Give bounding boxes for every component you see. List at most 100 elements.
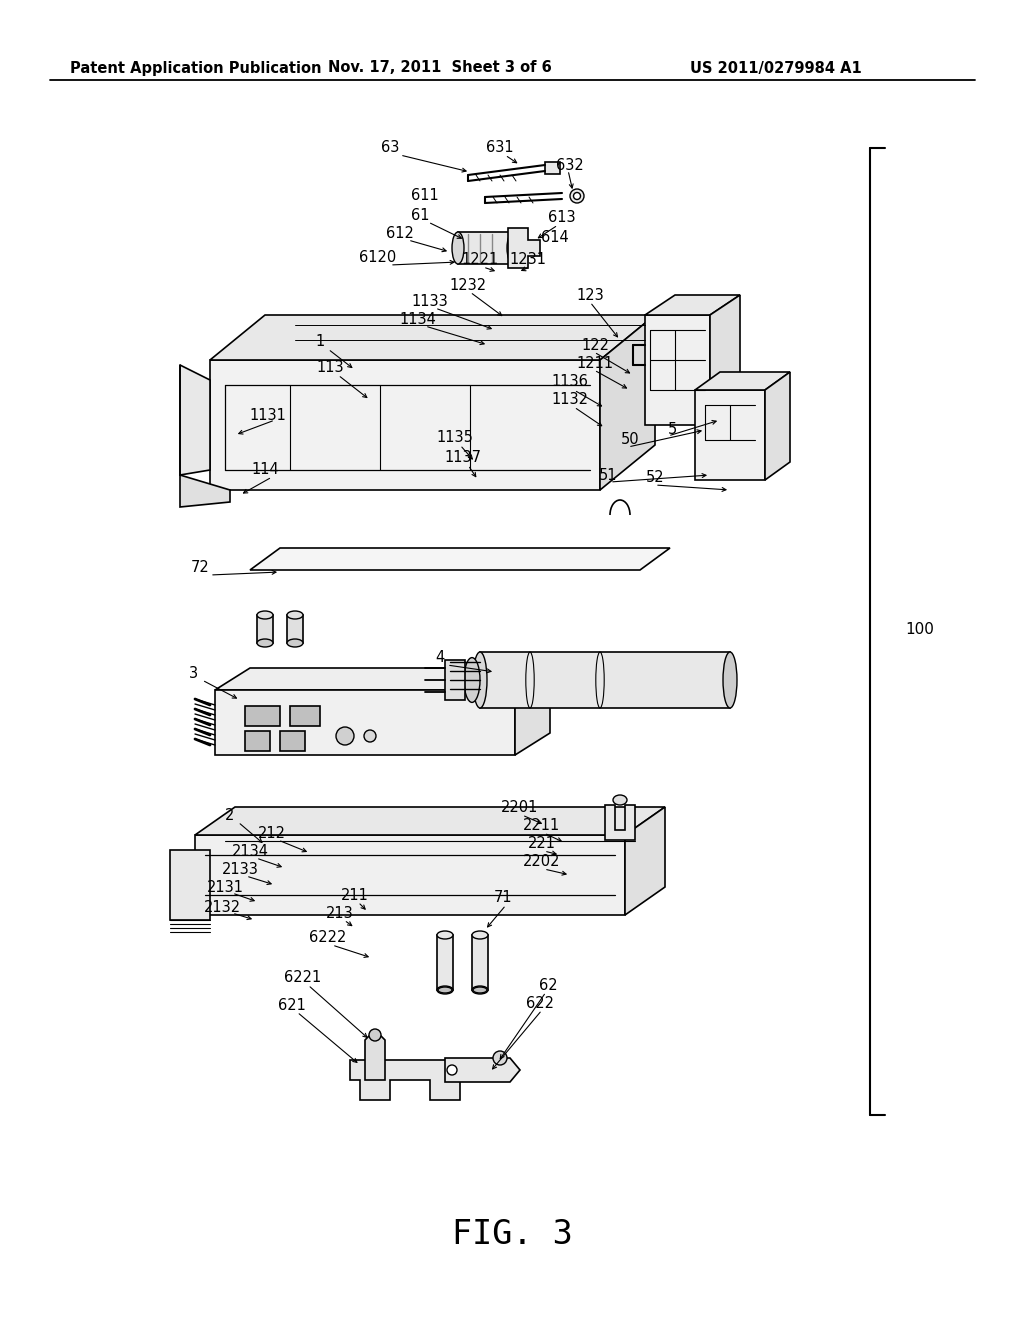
Text: 213: 213: [326, 906, 354, 920]
Text: 2131: 2131: [207, 880, 244, 895]
Polygon shape: [480, 652, 730, 708]
Text: 6222: 6222: [309, 931, 347, 945]
Text: 621: 621: [279, 998, 306, 1012]
Ellipse shape: [287, 639, 303, 647]
Polygon shape: [445, 1059, 520, 1082]
Polygon shape: [250, 548, 670, 570]
Ellipse shape: [452, 232, 464, 264]
Text: 1133: 1133: [412, 294, 449, 309]
Text: 1137: 1137: [444, 450, 481, 466]
Ellipse shape: [723, 652, 737, 708]
Ellipse shape: [473, 652, 487, 708]
Polygon shape: [508, 228, 540, 268]
Text: 2133: 2133: [221, 862, 258, 878]
Text: Nov. 17, 2011  Sheet 3 of 6: Nov. 17, 2011 Sheet 3 of 6: [328, 61, 552, 75]
Text: 211: 211: [341, 887, 369, 903]
Ellipse shape: [447, 1065, 457, 1074]
Ellipse shape: [437, 986, 453, 994]
Text: 114: 114: [251, 462, 279, 478]
Polygon shape: [245, 731, 270, 751]
Polygon shape: [695, 372, 790, 389]
Polygon shape: [645, 294, 740, 315]
Polygon shape: [545, 162, 560, 174]
Text: 50: 50: [621, 433, 639, 447]
Polygon shape: [215, 668, 550, 690]
Ellipse shape: [473, 987, 487, 993]
Text: 614: 614: [541, 231, 569, 246]
Text: 6221: 6221: [285, 970, 322, 986]
Polygon shape: [210, 360, 600, 490]
Text: 1136: 1136: [552, 375, 589, 389]
Text: 1232: 1232: [450, 277, 486, 293]
Polygon shape: [645, 315, 710, 425]
Text: 51: 51: [599, 467, 617, 483]
Ellipse shape: [493, 1051, 507, 1065]
Text: 71: 71: [494, 891, 512, 906]
Text: 1231: 1231: [510, 252, 547, 268]
Text: 1135: 1135: [436, 430, 473, 446]
Text: 62: 62: [539, 978, 557, 993]
Text: 3: 3: [188, 665, 198, 681]
Text: 100: 100: [905, 623, 934, 638]
Ellipse shape: [287, 611, 303, 619]
Polygon shape: [625, 807, 665, 915]
Ellipse shape: [369, 1030, 381, 1041]
Text: 1221: 1221: [462, 252, 499, 268]
Polygon shape: [472, 935, 488, 990]
Text: 52: 52: [646, 470, 665, 486]
Ellipse shape: [472, 931, 488, 939]
Ellipse shape: [613, 795, 627, 805]
Text: FIG. 3: FIG. 3: [452, 1218, 572, 1251]
Ellipse shape: [507, 232, 519, 264]
Polygon shape: [290, 706, 319, 726]
Polygon shape: [245, 706, 280, 726]
Text: 72: 72: [190, 561, 209, 576]
Polygon shape: [280, 731, 305, 751]
Text: 212: 212: [258, 825, 286, 841]
Polygon shape: [257, 615, 273, 643]
Ellipse shape: [472, 986, 488, 994]
Text: 613: 613: [548, 210, 575, 226]
Text: 2211: 2211: [523, 818, 560, 833]
Polygon shape: [605, 805, 635, 840]
Text: 1211: 1211: [577, 355, 613, 371]
Text: 1131: 1131: [250, 408, 287, 422]
Ellipse shape: [336, 727, 354, 744]
Polygon shape: [365, 1030, 385, 1080]
Polygon shape: [458, 232, 513, 264]
Text: 632: 632: [556, 157, 584, 173]
Text: 1134: 1134: [399, 313, 436, 327]
Ellipse shape: [573, 193, 581, 199]
Text: 611: 611: [411, 187, 439, 202]
Polygon shape: [195, 807, 665, 836]
Text: 631: 631: [486, 140, 514, 156]
Text: 1: 1: [315, 334, 325, 350]
Polygon shape: [170, 850, 210, 920]
Text: 2201: 2201: [502, 800, 539, 816]
Text: 2: 2: [225, 808, 234, 822]
Polygon shape: [180, 366, 210, 475]
Ellipse shape: [257, 611, 273, 619]
Ellipse shape: [364, 730, 376, 742]
Polygon shape: [210, 315, 655, 360]
Ellipse shape: [570, 189, 584, 203]
Polygon shape: [287, 615, 303, 643]
Polygon shape: [695, 389, 765, 480]
Text: 622: 622: [526, 995, 554, 1011]
Polygon shape: [195, 836, 625, 915]
Text: 2134: 2134: [231, 845, 268, 859]
Ellipse shape: [464, 657, 480, 702]
Text: 63: 63: [381, 140, 399, 156]
Text: 1132: 1132: [552, 392, 589, 408]
Text: 113: 113: [316, 360, 344, 375]
Text: 122: 122: [581, 338, 609, 352]
Ellipse shape: [438, 987, 452, 993]
Polygon shape: [445, 660, 465, 700]
Ellipse shape: [257, 639, 273, 647]
Text: 61: 61: [411, 207, 429, 223]
Polygon shape: [180, 475, 230, 507]
Text: 612: 612: [386, 226, 414, 240]
Polygon shape: [600, 315, 655, 490]
Polygon shape: [710, 294, 740, 425]
Text: 123: 123: [577, 288, 604, 302]
